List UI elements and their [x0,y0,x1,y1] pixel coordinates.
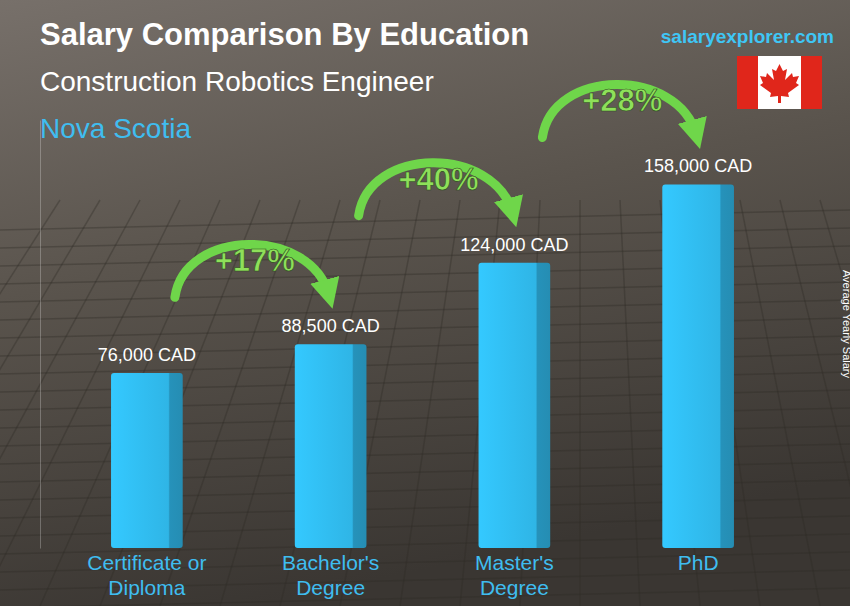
x-tick-label-line: Bachelor's [282,551,379,574]
y-axis [40,121,41,549]
title: Salary Comparison By Education [40,17,529,52]
data-labels: 76,000 CAD 88,500 CAD 124,000 CAD 158,000 C… [98,156,752,365]
bar [662,184,734,548]
flag-leaf [760,64,799,103]
annotation-label: +28% [582,83,662,118]
x-tick-label: Certificate orDiploma [87,551,206,599]
bars [111,184,734,548]
x-tick-label: Master'sDegree [475,551,554,599]
flag-band [801,56,822,109]
annotations: +17% +40% +28% [175,83,696,297]
data-label: 88,500 CAD [282,316,380,336]
data-label: 124,000 CAD [460,235,568,255]
x-tick-label-line: Master's [475,551,554,574]
texture-line [0,200,100,606]
data-label: 158,000 CAD [644,156,752,176]
y-axis-line [40,121,41,549]
x-tick-label-line: Degree [296,576,365,599]
background [0,0,850,606]
bar [111,373,183,548]
texture-line [579,200,581,606]
x-tick-label-line: Certificate or [87,551,206,574]
subtitle: Construction Robotics Engineer [40,66,434,97]
flag-band [737,56,758,109]
annotation-label: +17% [215,243,295,278]
x-tick: PhD [678,548,719,574]
texture-line [820,200,850,606]
x-tick-label: PhD [678,551,719,574]
bar [295,344,367,548]
texture-line [780,200,850,606]
y-axis-title: Average Yearly Salary [841,270,850,379]
x-tick-label-line: PhD [678,551,719,574]
x-axis: Certificate orDiplomaBachelor'sDegreeMas… [87,548,718,599]
bar [479,263,551,548]
flag [737,56,822,109]
texture-line [620,200,640,606]
x-tick-label-line: Degree [480,576,549,599]
data-label: 76,000 CAD [98,345,196,365]
source: salaryexplorer.com [661,26,834,47]
region: Nova Scotia [40,113,191,144]
x-tick: Certificate orDiploma [87,548,206,599]
x-tick-label-line: Diploma [108,576,185,599]
x-tick: Bachelor'sDegree [282,548,379,599]
texture-line [740,200,820,606]
x-tick: Master'sDegree [475,548,554,599]
texture-line [280,200,380,606]
flag-field [737,56,822,109]
annotation-label: +40% [398,162,478,197]
x-tick-label: Bachelor'sDegree [282,551,379,599]
chart: Certificate orDiplomaBachelor'sDegreeMas… [0,0,850,606]
